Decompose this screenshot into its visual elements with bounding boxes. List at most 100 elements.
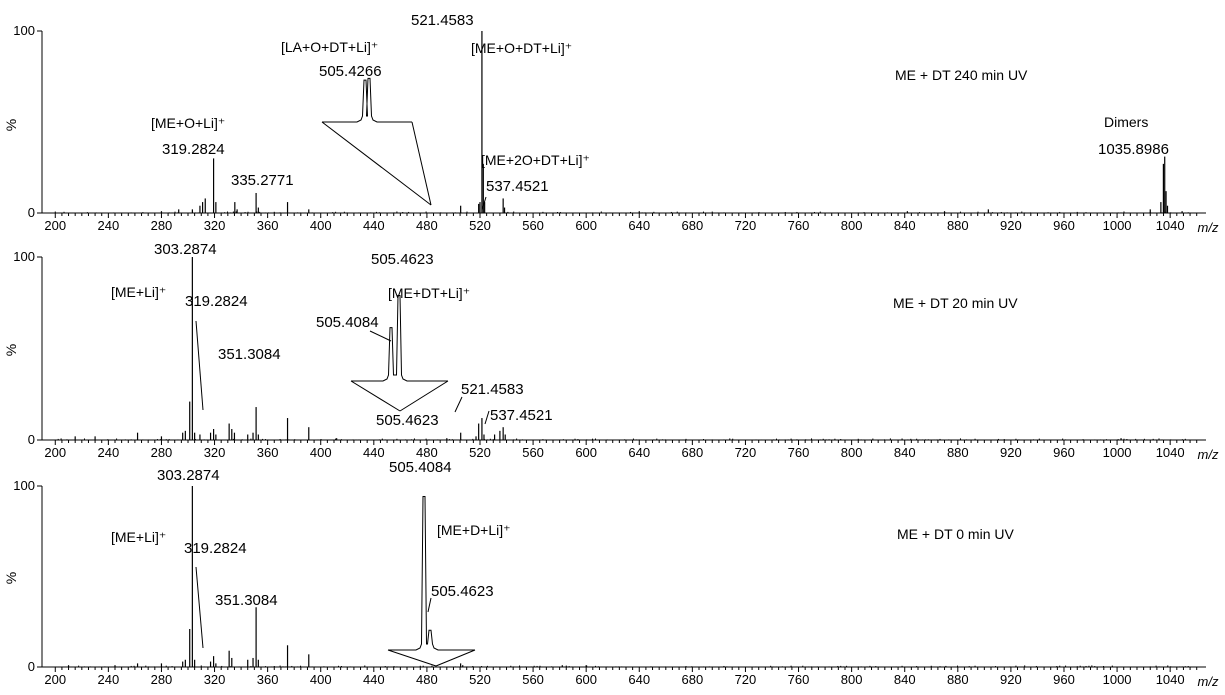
inset-leader-line: [369, 330, 392, 342]
x-tick-label: 1040: [1156, 218, 1185, 233]
label-leader-line: [484, 410, 490, 425]
y-tick-label: 0: [28, 205, 35, 220]
x-tick-label: 680: [682, 445, 704, 460]
x-tick-label: 280: [151, 218, 173, 233]
x-tick-label: 760: [788, 218, 810, 233]
inset-spectrum-trace: [351, 294, 448, 382]
zoom-inset: 505.4084 505.4623: [387, 459, 494, 667]
x-tick-label: 1000: [1103, 672, 1132, 687]
x-tick-label: 760: [788, 445, 810, 460]
peak-mz-label: 351.3084: [218, 346, 281, 363]
y-tick-label: 0: [28, 432, 35, 447]
peak-mz-label: 303.2874: [154, 241, 217, 258]
inset-peak-label: 505.4266: [319, 63, 382, 80]
x-tick-label: 640: [628, 672, 650, 687]
peak-mz-label: 521.4583: [461, 381, 524, 398]
x-tick-label: 560: [522, 672, 544, 687]
y-axis-label: %: [3, 344, 19, 356]
ion-assignment-label: [ME+O+Li]⁺: [151, 115, 225, 131]
inset-peak-label: 505.4623: [431, 583, 494, 600]
x-tick-label: 480: [416, 672, 438, 687]
x-tick-label: 240: [98, 218, 120, 233]
x-axis-label: m/z: [1198, 447, 1219, 462]
x-tick-label: 880: [947, 672, 969, 687]
x-tick-label: 200: [44, 218, 66, 233]
zoom-inset: 505.4266: [319, 63, 432, 206]
spectrum-condition-label: ME + DT 240 min UV: [895, 67, 1028, 83]
x-tick-label: 360: [257, 445, 279, 460]
ion-assignment-label: Dimers: [1104, 114, 1148, 130]
x-tick-label: 960: [1053, 672, 1075, 687]
x-tick-label: 360: [257, 218, 279, 233]
x-tick-label: 520: [469, 218, 491, 233]
x-tick-label: 800: [841, 218, 863, 233]
x-tick-label: 720: [735, 672, 757, 687]
x-tick-label: 600: [575, 445, 597, 460]
x-tick-label: 200: [44, 445, 66, 460]
x-tick-label: 920: [1000, 672, 1022, 687]
x-tick-label: 640: [628, 218, 650, 233]
x-tick-label: 400: [310, 218, 332, 233]
x-tick-label: 440: [363, 218, 385, 233]
x-tick-label: 800: [841, 445, 863, 460]
x-tick-label: 880: [947, 218, 969, 233]
ion-assignment-label: [ME+O+DT+Li]⁺: [471, 40, 572, 56]
x-tick-label: 1040: [1156, 445, 1185, 460]
peak-mz-label: 521.4583: [411, 12, 474, 29]
y-tick-label: 100: [13, 23, 35, 38]
peak-mz-label: 351.3084: [215, 592, 278, 609]
x-tick-label: 920: [1000, 218, 1022, 233]
y-tick-label: 0: [28, 659, 35, 674]
x-tick-label: 400: [310, 445, 332, 460]
x-tick-label: 240: [98, 672, 120, 687]
ion-assignment-label: [ME+Li]⁺: [111, 529, 166, 545]
inset-leader-line: [427, 597, 432, 613]
label-leader-line: [195, 566, 204, 649]
y-axis-label: %: [3, 572, 19, 584]
x-tick-label: 720: [735, 218, 757, 233]
x-tick-label: 1000: [1103, 445, 1132, 460]
ion-assignment-label: [ME+2O+DT+Li]⁺: [481, 152, 590, 168]
x-tick-label: 640: [628, 445, 650, 460]
x-tick-label: 520: [469, 445, 491, 460]
inset-spectrum-trace: [322, 77, 412, 123]
x-tick-label: 840: [894, 218, 916, 233]
peak-mz-label: 505.4623: [376, 412, 439, 429]
peak-mz-label: 537.4521: [486, 178, 549, 195]
label-leader-line: [195, 320, 204, 411]
spectrum-condition-label: ME + DT 0 min UV: [897, 526, 1014, 542]
x-tick-label: 320: [204, 445, 226, 460]
x-tick-label: 280: [151, 672, 173, 687]
y-tick-label: 100: [13, 478, 35, 493]
ion-assignment-label: [LA+O+DT+Li]⁺: [281, 39, 378, 55]
x-tick-label: 760: [788, 672, 810, 687]
zoom-inset: 505.4084 505.4623: [316, 251, 449, 412]
x-tick-label: 880: [947, 445, 969, 460]
label-leader-line: [454, 396, 463, 413]
ion-assignment-label: [ME+D+Li]⁺: [437, 522, 511, 538]
x-tick-label: 720: [735, 445, 757, 460]
x-tick-label: 320: [204, 218, 226, 233]
x-tick-label: 280: [151, 445, 173, 460]
peak-mz-label: 319.2824: [184, 540, 247, 557]
x-tick-label: 600: [575, 218, 597, 233]
x-tick-label: 400: [310, 672, 332, 687]
x-tick-label: 560: [522, 218, 544, 233]
x-tick-label: 240: [98, 445, 120, 460]
spectrum-condition-label: ME + DT 20 min UV: [893, 295, 1018, 311]
x-axis-label: m/z: [1198, 674, 1219, 689]
y-tick-label: 100: [13, 249, 35, 264]
inset-peak-label: 505.4623: [371, 251, 434, 268]
x-tick-label: 200: [44, 672, 66, 687]
peak-mz-label: 319.2824: [162, 141, 225, 158]
ion-assignment-label: [ME+Li]⁺: [111, 284, 166, 300]
x-tick-label: 800: [841, 672, 863, 687]
y-axis-label: %: [3, 119, 19, 131]
spectrum-panel-1: 1000%200 240 280 320 360 400 440 480 520 560 600 64…: [3, 12, 1219, 235]
x-axis-label: m/z: [1198, 220, 1219, 235]
ion-assignment-label: [ME+DT+Li]⁺: [388, 285, 470, 301]
x-tick-label: 440: [363, 672, 385, 687]
x-tick-label: 480: [416, 445, 438, 460]
inset-funnel-line: [411, 121, 432, 206]
